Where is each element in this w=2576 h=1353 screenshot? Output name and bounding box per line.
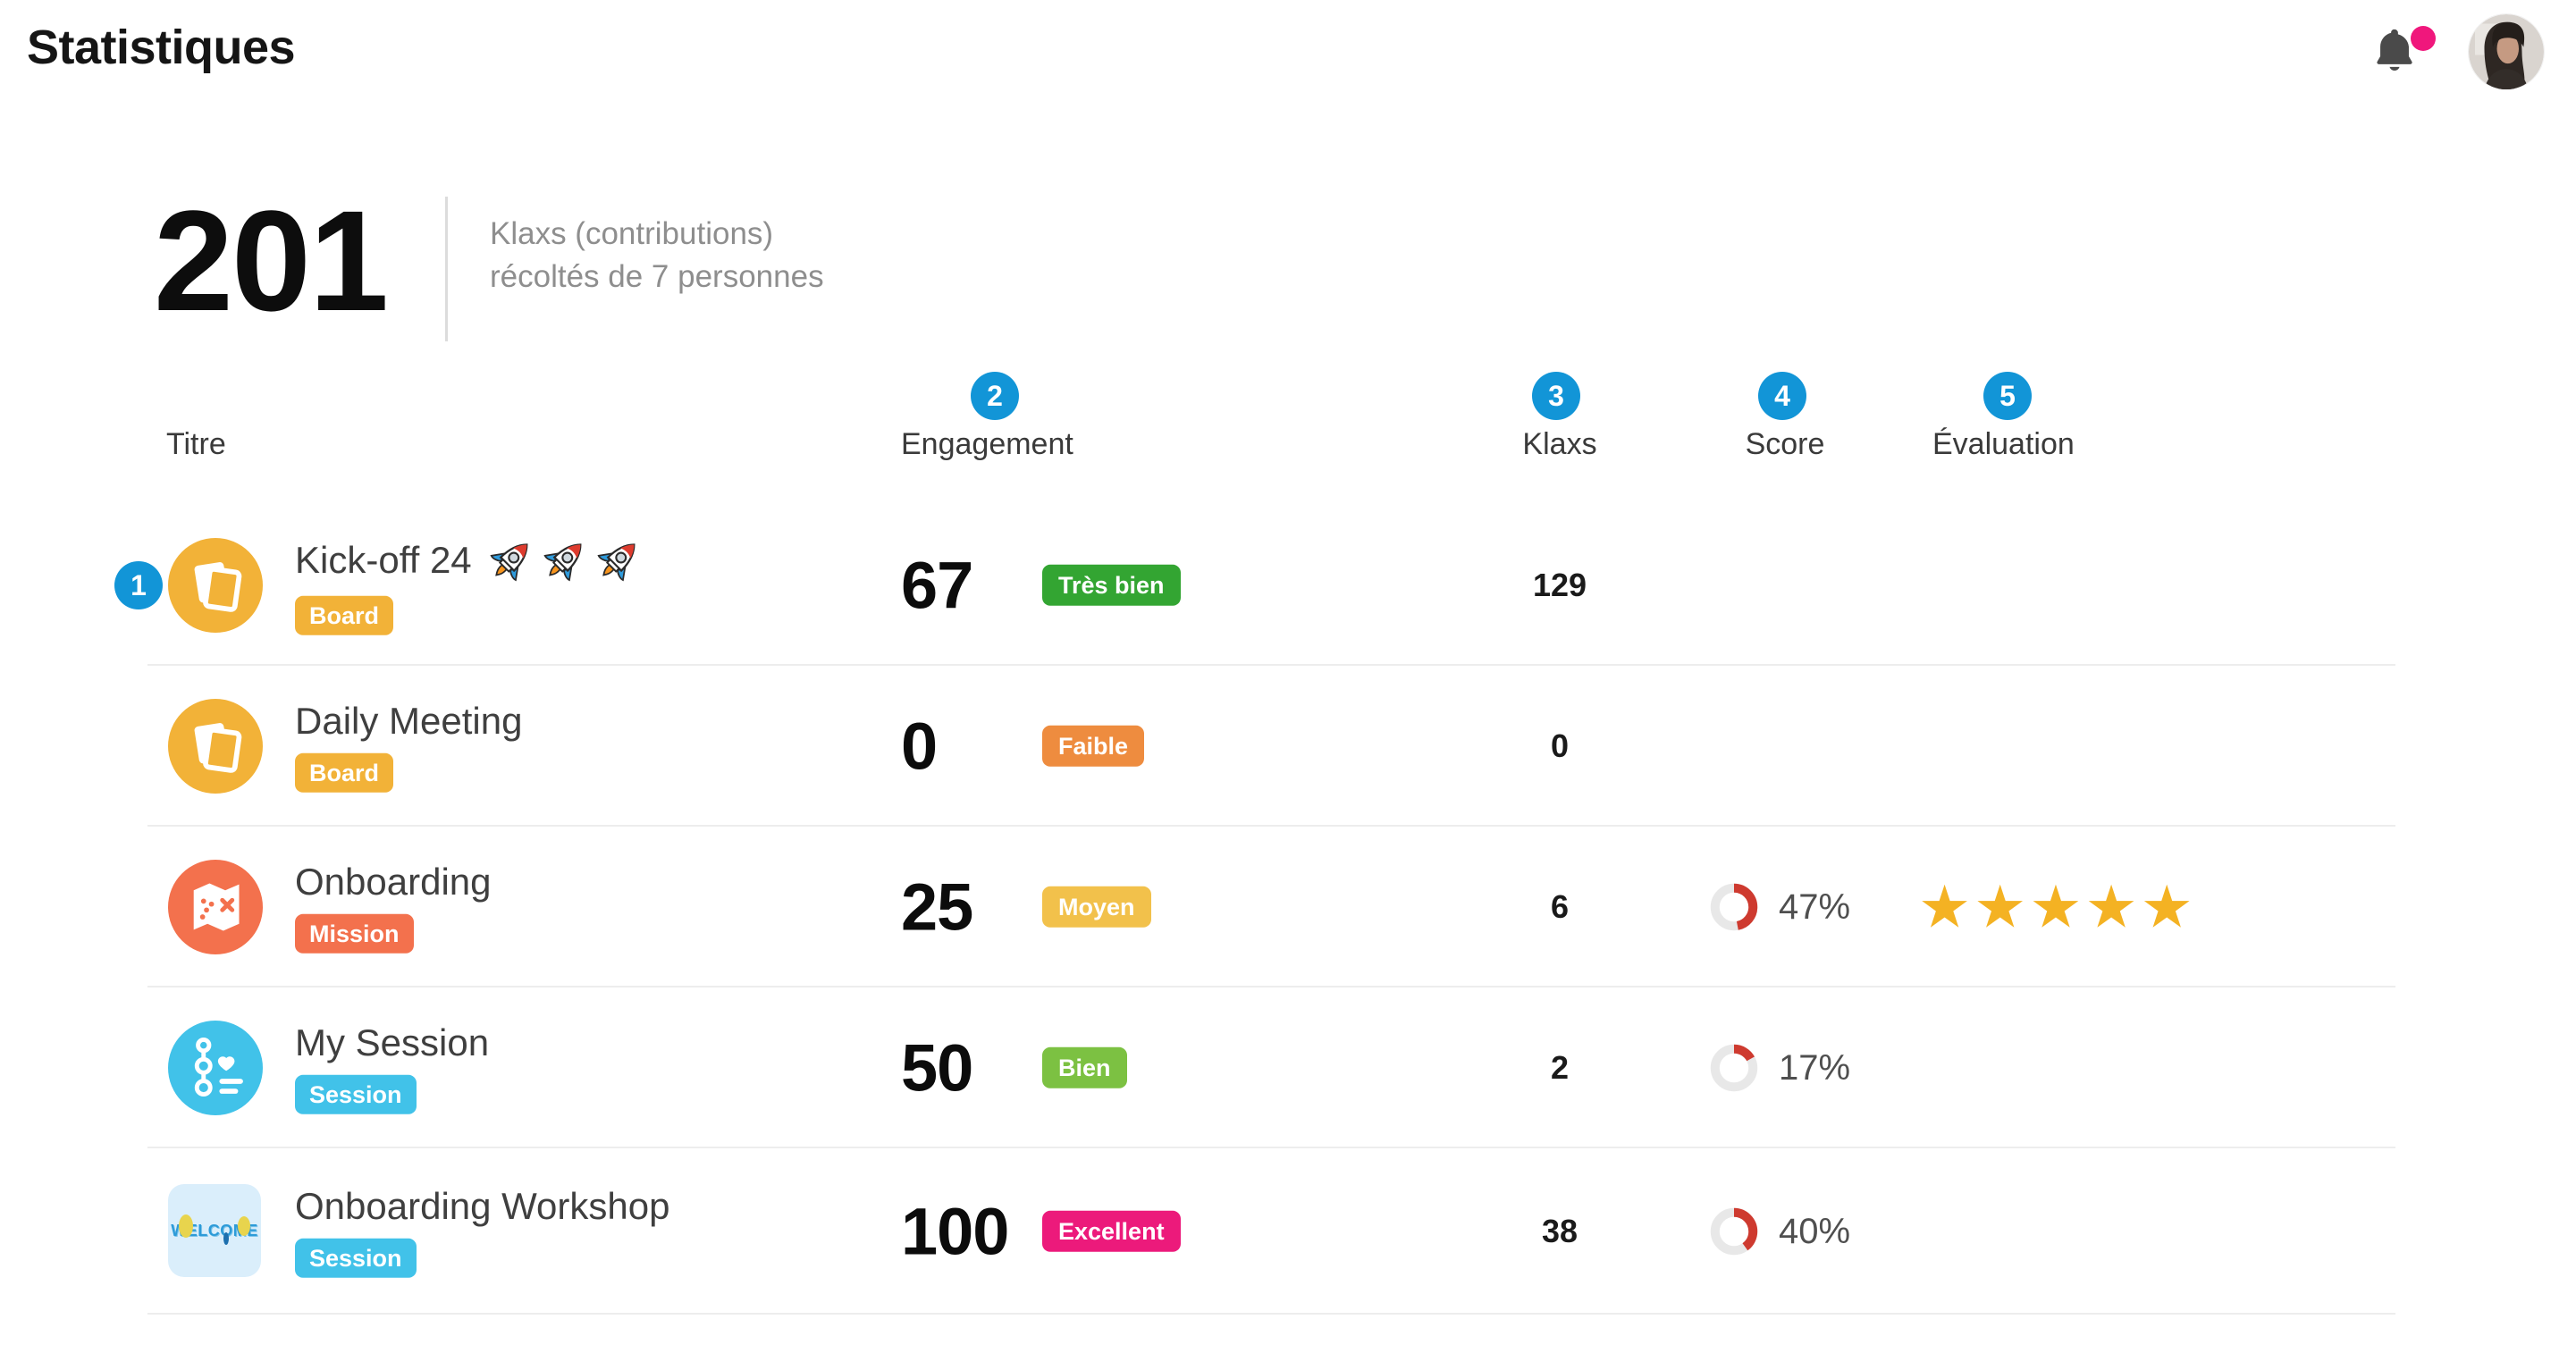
page-title: Statistiques xyxy=(27,21,296,74)
column-header-score: Score xyxy=(1745,427,1825,461)
klaxs-value: 2 xyxy=(1550,1049,1570,1086)
summary-label-line2: récoltés de 7 personnes xyxy=(490,259,824,295)
column-header-evaluation: Évaluation xyxy=(1932,427,2075,461)
type-badge: Board xyxy=(295,595,394,636)
score-value: 40% xyxy=(1779,1211,1851,1251)
user-avatar[interactable] xyxy=(2469,14,2544,89)
board-icon xyxy=(168,538,263,633)
engagement-badge: Bien xyxy=(1042,1046,1127,1088)
type-badge: Session xyxy=(295,1238,417,1279)
mission-icon xyxy=(168,860,263,954)
klaxs-value: 0 xyxy=(1550,727,1570,764)
rating-stars: ★★★★★ xyxy=(1918,872,2196,942)
row-title: My Session xyxy=(295,1021,490,1063)
row-title: Daily Meeting xyxy=(295,699,523,742)
engagement-value: 25 xyxy=(901,870,973,945)
annotation-badge-5: 5 xyxy=(1983,372,2032,420)
score-donut xyxy=(1710,1207,1758,1256)
engagement-value: 100 xyxy=(901,1194,1009,1269)
klaxs-value: 38 xyxy=(1541,1213,1578,1249)
annotation-badge-4: 4 xyxy=(1758,372,1806,420)
notification-dot xyxy=(2411,26,2436,51)
column-header-titre: Titre xyxy=(166,427,226,461)
engagement-badge: Très bien xyxy=(1042,564,1181,606)
annotation-badge-1: 1 xyxy=(114,561,163,609)
engagement-badge: Faible xyxy=(1042,725,1145,767)
rocket-icon xyxy=(543,543,582,582)
score-cell: 17% xyxy=(1709,1043,1850,1093)
row-title: Onboarding Workshop xyxy=(295,1184,670,1227)
row-title: Onboarding xyxy=(295,860,492,903)
table-row[interactable]: Daily Meeting Board 0 Faible 0 xyxy=(0,666,2576,827)
table-row[interactable]: My Session Session 50 Bien 2 17% xyxy=(0,987,2576,1148)
score-donut xyxy=(1710,883,1758,931)
notifications-button[interactable] xyxy=(2369,23,2426,82)
score-cell: 47% xyxy=(1709,882,1850,932)
summary-label-line1: Klaxs (contributions) xyxy=(490,216,774,251)
avatar-image xyxy=(2469,14,2544,89)
type-badge: Board xyxy=(295,752,394,794)
type-badge: Mission xyxy=(295,913,414,954)
rocket-icon xyxy=(597,543,636,582)
type-badge: Session xyxy=(295,1074,417,1115)
score-cell: 40% xyxy=(1709,1206,1850,1256)
engagement-badge: Excellent xyxy=(1042,1210,1181,1252)
summary-value: 201 xyxy=(154,181,389,340)
engagement-value: 0 xyxy=(901,709,938,784)
klaxs-value: 129 xyxy=(1532,567,1587,603)
annotation-badge-3: 3 xyxy=(1532,372,1580,420)
session-icon xyxy=(168,1021,263,1115)
rocket-icon xyxy=(490,543,528,582)
rocket-icons xyxy=(486,535,644,585)
summary-label: Klaxs (contributions) récoltés de 7 pers… xyxy=(490,213,824,299)
welcome-thumbnail: WELCOME xyxy=(168,1184,263,1279)
column-header-klaxs: Klaxs xyxy=(1522,427,1597,461)
table-row[interactable]: 1 Kick-off 24 xyxy=(0,505,2576,666)
table-row[interactable]: WELCOME Onboarding Workshop Session 100 … xyxy=(0,1148,2576,1315)
thumbnail-text: WELCOME xyxy=(171,1221,258,1240)
summary-divider xyxy=(445,197,448,341)
klaxs-value: 6 xyxy=(1550,888,1570,925)
score-value: 17% xyxy=(1779,1047,1851,1088)
score-value: 47% xyxy=(1779,887,1851,927)
row-title: Kick-off 24 xyxy=(295,535,644,585)
table-row[interactable]: Onboarding Mission 25 Moyen 6 47% ★★★★★ xyxy=(0,827,2576,987)
engagement-value: 50 xyxy=(901,1030,973,1105)
bell-icon xyxy=(2369,29,2420,82)
engagement-value: 67 xyxy=(901,548,973,623)
engagement-badge: Moyen xyxy=(1042,886,1151,928)
score-donut xyxy=(1710,1044,1758,1092)
board-icon xyxy=(168,699,263,794)
column-header-engagement: Engagement xyxy=(901,427,1073,461)
annotation-badge-2: 2 xyxy=(971,372,1019,420)
